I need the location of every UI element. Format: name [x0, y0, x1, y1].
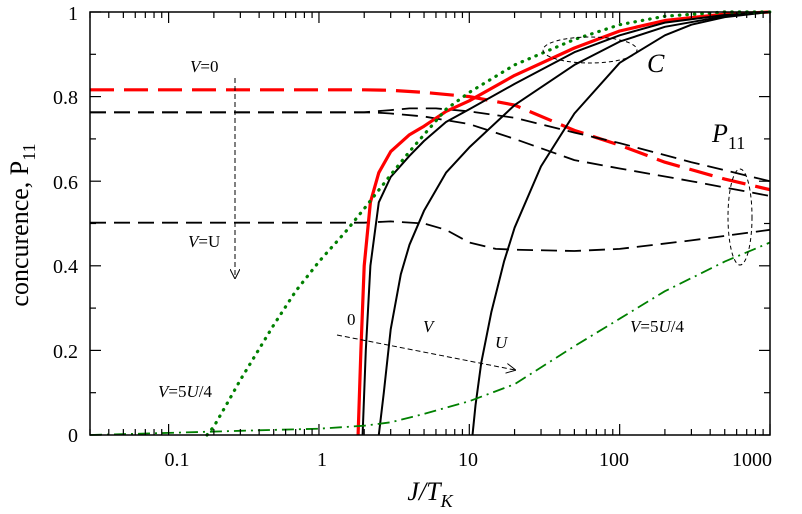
- series-line-p11-1: [90, 107, 771, 183]
- ticks-layer: [89, 11, 771, 436]
- x-tick-label: 10: [458, 449, 478, 471]
- annotation-arrow-zero: 0: [347, 310, 356, 329]
- series-line-p11-9: [89, 241, 771, 436]
- x-axis-label: J/TK: [407, 477, 453, 511]
- y-tick-label: 0.6: [53, 172, 78, 194]
- annotation-c-label: C: [647, 49, 665, 78]
- series-line-p11-3: [90, 220, 771, 252]
- x-tick-label: 1000: [732, 449, 772, 471]
- x-tick-label: 0.1: [165, 449, 190, 471]
- annotation-arrow-u: U: [495, 333, 509, 352]
- series-line-c-8: [205, 10, 772, 437]
- x-axis-label-main: J/T: [407, 477, 442, 506]
- annotation-vu: V=U: [188, 232, 220, 251]
- series-line-p11-0: [90, 88, 771, 192]
- y-tick-label: 0.8: [53, 87, 78, 109]
- y-tick-label: 0.4: [53, 256, 78, 278]
- y-axis-label: concurence, P11: [5, 143, 39, 306]
- annotation-p11-label: P11: [711, 119, 745, 153]
- c-ellipse: [542, 36, 638, 64]
- x-axis-label-sub: K: [440, 491, 454, 511]
- y-axis-label-main: concurence, P: [5, 161, 34, 307]
- series-line-c-6: [377, 11, 771, 436]
- y-axis-label-sub: 11: [19, 143, 39, 160]
- y-tick-label: 0.2: [53, 341, 78, 363]
- y-tick-label: 1: [68, 3, 78, 25]
- annotation-v54-right: V=5U/4: [630, 317, 684, 336]
- x-tick-label: 1: [317, 449, 327, 471]
- series-line-c-4: [356, 10, 771, 436]
- series-line-c-5: [361, 11, 771, 436]
- y-tick-label: 0: [68, 425, 78, 447]
- annotation-v54-left: V=5U/4: [158, 382, 212, 401]
- v-arrow-diagonal: [336, 334, 515, 370]
- annotation-v0: V=0: [190, 57, 218, 76]
- annotation-arrow-v: V: [423, 317, 436, 336]
- x-tick-label: 100: [599, 449, 629, 471]
- series-line-p11-2: [90, 111, 771, 197]
- p11-ellipse: [727, 168, 753, 266]
